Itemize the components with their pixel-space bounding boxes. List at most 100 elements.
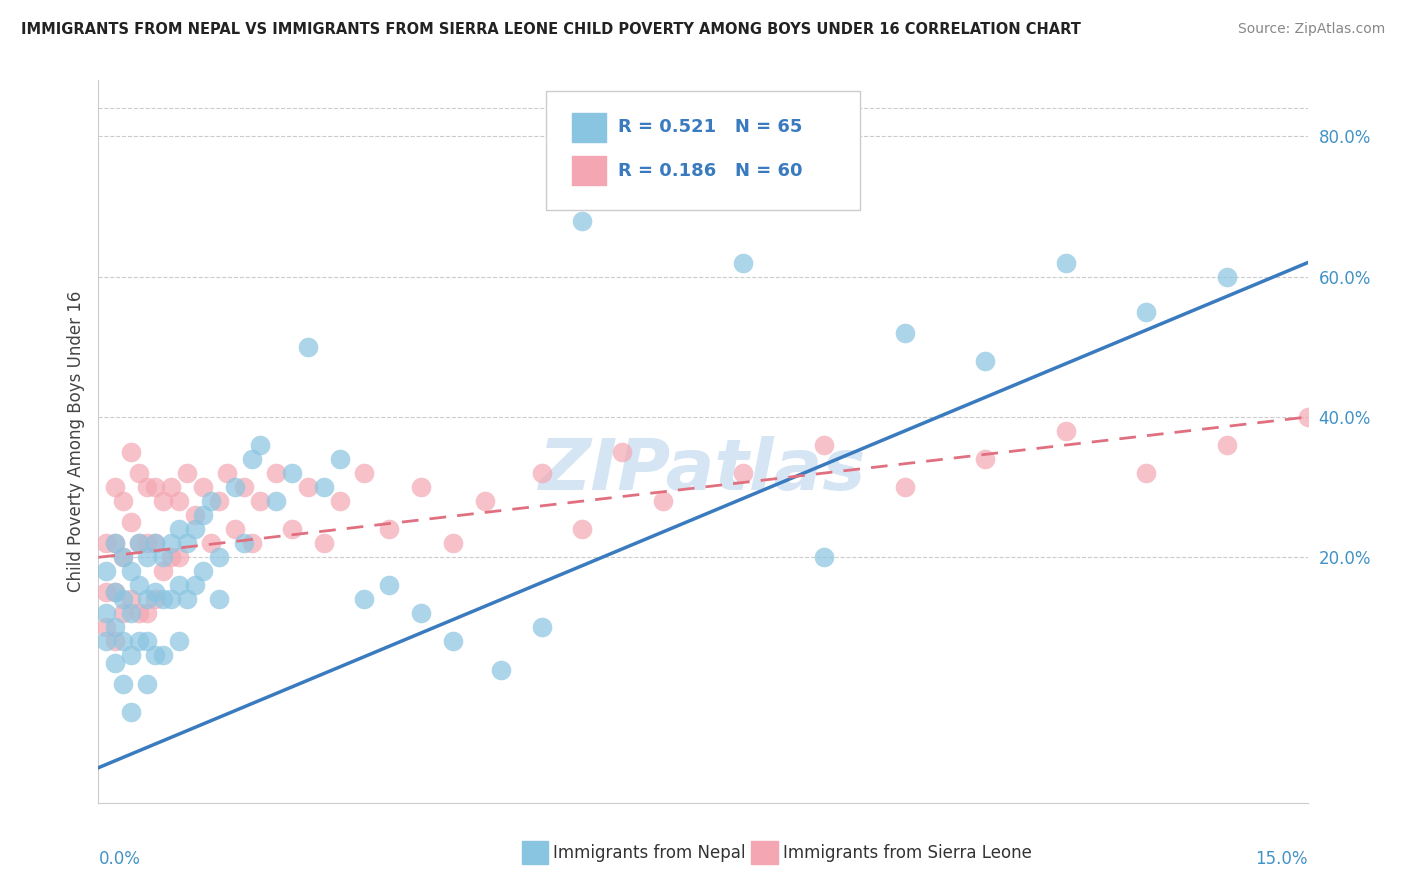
Bar <box>572 112 606 142</box>
Point <box>103 585 125 599</box>
Point <box>111 607 134 621</box>
Point <box>208 592 231 607</box>
Point <box>111 550 134 565</box>
Point <box>813 550 835 565</box>
Point <box>167 578 190 592</box>
Point <box>160 550 183 565</box>
Y-axis label: Child Poverty Among Boys Under 16: Child Poverty Among Boys Under 16 <box>66 291 84 592</box>
Point <box>224 522 246 536</box>
Point <box>135 480 157 494</box>
Point <box>143 480 166 494</box>
Point <box>208 550 231 565</box>
Point <box>128 466 150 480</box>
Point <box>135 592 157 607</box>
Point <box>281 522 304 536</box>
Point <box>193 480 215 494</box>
Point <box>571 522 593 536</box>
Point <box>176 466 198 480</box>
Point <box>152 648 174 663</box>
Point <box>111 592 134 607</box>
Point <box>441 536 464 550</box>
Point <box>103 480 125 494</box>
Point <box>297 340 319 354</box>
Point <box>217 466 239 480</box>
Point <box>120 607 142 621</box>
Point <box>152 550 174 565</box>
Point <box>813 438 835 452</box>
Point <box>135 536 157 550</box>
Point <box>232 480 254 494</box>
Point <box>329 494 352 508</box>
Point <box>120 564 142 578</box>
Point <box>167 550 190 565</box>
Point <box>297 480 319 494</box>
Point <box>329 452 352 467</box>
Point <box>103 585 125 599</box>
FancyBboxPatch shape <box>546 91 860 211</box>
Point <box>120 705 142 719</box>
Point <box>128 607 150 621</box>
Point <box>143 536 166 550</box>
Point <box>232 536 254 550</box>
Point <box>152 564 174 578</box>
Text: Immigrants from Sierra Leone: Immigrants from Sierra Leone <box>783 844 1032 862</box>
Point <box>143 585 166 599</box>
Point <box>167 494 190 508</box>
Point <box>135 550 157 565</box>
Point <box>314 480 336 494</box>
Point <box>974 452 997 467</box>
Point <box>1054 255 1077 269</box>
Text: Immigrants from Nepal: Immigrants from Nepal <box>553 844 745 862</box>
Point <box>733 255 755 269</box>
Point <box>224 480 246 494</box>
Point <box>193 508 215 523</box>
Point <box>733 466 755 480</box>
Point <box>160 536 183 550</box>
Point <box>893 326 915 340</box>
Point <box>200 536 222 550</box>
Bar <box>572 156 606 185</box>
Text: IMMIGRANTS FROM NEPAL VS IMMIGRANTS FROM SIERRA LEONE CHILD POVERTY AMONG BOYS U: IMMIGRANTS FROM NEPAL VS IMMIGRANTS FROM… <box>21 22 1081 37</box>
Point <box>1135 305 1157 319</box>
Point <box>240 452 263 467</box>
Point <box>128 536 150 550</box>
Point <box>1296 409 1319 424</box>
Text: 15.0%: 15.0% <box>1256 850 1308 868</box>
Text: Source: ZipAtlas.com: Source: ZipAtlas.com <box>1237 22 1385 37</box>
Point <box>167 634 190 648</box>
Point <box>143 536 166 550</box>
Point <box>409 480 432 494</box>
Point <box>96 620 118 634</box>
Point <box>200 494 222 508</box>
Point <box>120 648 142 663</box>
Point <box>120 592 142 607</box>
Point <box>974 354 997 368</box>
Point <box>249 494 271 508</box>
Point <box>103 620 125 634</box>
Point <box>128 578 150 592</box>
Point <box>111 634 134 648</box>
Point <box>103 634 125 648</box>
Point <box>314 536 336 550</box>
Text: ZIPatlas: ZIPatlas <box>540 436 866 505</box>
Point <box>103 656 125 670</box>
Point <box>249 438 271 452</box>
Point <box>612 445 634 459</box>
Point <box>377 522 399 536</box>
Point <box>103 536 125 550</box>
Point <box>160 592 183 607</box>
Point <box>143 648 166 663</box>
Point <box>264 494 287 508</box>
Point <box>377 578 399 592</box>
Point <box>176 592 198 607</box>
Bar <box>751 841 778 864</box>
Point <box>240 536 263 550</box>
Point <box>128 536 150 550</box>
Point <box>353 592 375 607</box>
Point <box>264 466 287 480</box>
Point <box>353 466 375 480</box>
Point <box>160 480 183 494</box>
Point <box>184 578 207 592</box>
Point <box>193 564 215 578</box>
Point <box>152 592 174 607</box>
